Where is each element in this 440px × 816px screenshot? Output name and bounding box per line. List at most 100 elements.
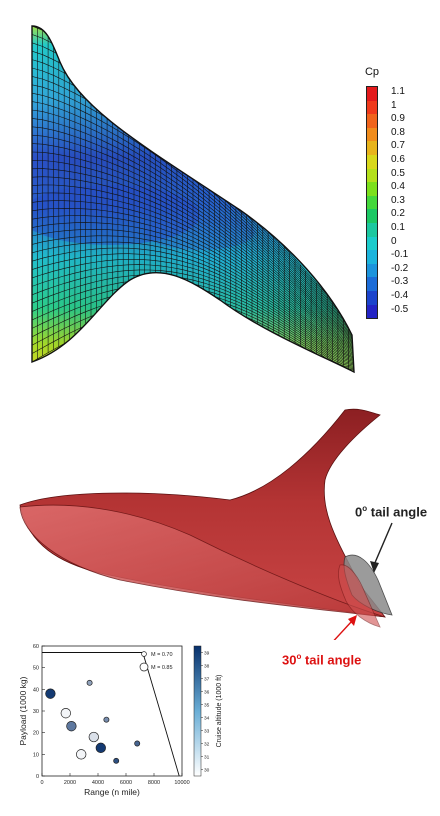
x-tick-label: 6000 <box>120 780 132 786</box>
tail-30-label: 30o tail angle <box>282 652 361 667</box>
cp-colorbar-label: 0.8 <box>391 126 405 138</box>
cp-colorbar-label: 0.4 <box>391 181 405 193</box>
cp-colorbar-swatch <box>367 168 377 183</box>
mesh-line-horizontal <box>32 151 354 344</box>
cp-colorbar-swatch <box>367 290 377 305</box>
tail-0-text: tail angle <box>367 504 428 520</box>
cp-colorbar-label: -0.4 <box>391 290 409 301</box>
mesh-line-horizontal <box>32 241 354 358</box>
scatter-point <box>134 740 141 747</box>
scatter-point <box>103 716 110 723</box>
y-tick-label: 0 <box>36 774 39 780</box>
legend-label: M = 0.70 <box>151 652 173 658</box>
tail-30-value: 30 <box>282 652 297 668</box>
x-tick-label: 8000 <box>148 780 160 786</box>
cp-colorbar-swatch <box>367 304 377 319</box>
mesh-line-horizontal <box>32 168 354 346</box>
scatter-point <box>76 749 87 760</box>
colorbar-tick-label: 30 <box>204 767 210 773</box>
tail-0-arrow <box>370 522 393 573</box>
colorbar-tick-label: 31 <box>204 754 210 760</box>
cp-colorbar-label: 0.1 <box>391 222 405 233</box>
x-axis-label: Range (n mile) <box>84 787 140 797</box>
legend-label: M = 0.85 <box>151 665 173 671</box>
legend-marker <box>141 651 147 657</box>
cp-colorbar-label: 0.2 <box>391 208 405 220</box>
scatter-point <box>95 742 106 753</box>
mesh-line-horizontal <box>32 228 354 356</box>
mesh-line-horizontal <box>32 101 354 337</box>
cp-colorbar-label: -0.1 <box>391 249 409 261</box>
y-tick-label: 60 <box>33 644 39 650</box>
y-tick-label: 50 <box>33 666 39 672</box>
mesh-line-horizontal <box>32 192 354 350</box>
mesh-line-horizontal <box>32 126 354 341</box>
mesh-line-horizontal <box>32 269 354 364</box>
cp-colorbar-swatch <box>367 209 377 223</box>
cp-colorbar-swatch <box>367 100 377 115</box>
mesh-line-horizontal <box>32 247 354 359</box>
y-axis-label: Payload (1000 kg) <box>18 676 28 745</box>
tail-0-label: 0o tail angle <box>355 504 427 519</box>
scatter-point <box>88 731 99 743</box>
payload-range-chart: 0 2000 4000 6000 8000 10000 0 10 20 30 40 50 60 Range… <box>18 644 223 797</box>
mesh-line-horizontal <box>32 274 354 365</box>
mesh-line-horizontal <box>32 109 354 338</box>
colorbar-tick-label: 35 <box>204 702 210 708</box>
cp-colorbar-swatch <box>367 236 377 251</box>
y-tick-label: 40 <box>33 687 39 693</box>
colorbar-tick-label: 33 <box>204 728 210 734</box>
mesh-line-horizontal <box>32 215 354 353</box>
cp-colorbar-swatch <box>367 250 377 264</box>
scatter-point <box>86 679 93 686</box>
cp-colorbar-label: -0.5 <box>391 303 409 315</box>
mesh-line-horizontal <box>32 200 354 351</box>
scatter-point <box>60 708 71 719</box>
mesh-line-horizontal <box>32 143 354 343</box>
fuselage-tail-panel: 0o tail angle <box>0 395 440 648</box>
altitude-colorbar <box>193 645 202 777</box>
tail-0-degree-sign: o <box>362 504 368 513</box>
mesh-line-horizontal <box>32 207 354 352</box>
legend-marker <box>139 662 149 672</box>
colorbar-tick-label: 34 <box>204 715 210 721</box>
cp-colorbar-label: 0.7 <box>391 140 405 152</box>
cp-colorbar-label: 0.6 <box>391 154 405 165</box>
cp-colorbar-swatch <box>367 87 377 101</box>
cp-colorbar-title: Cp <box>364 66 380 78</box>
mesh-line-horizontal <box>32 176 354 347</box>
colorbar-tick-label: 38 <box>204 663 210 669</box>
payload-range-boundary <box>42 652 180 777</box>
cp-mesh-panel: Cp 1.1 1 0.9 0.8 0.7 0.6 0.5 0.4 0.3 0.2 0.1 0 -0.1-… <box>0 0 440 395</box>
cp-colorbar-swatch <box>367 114 377 128</box>
cp-colorbar: Cp 1.1 1 0.9 0.8 0.7 0.6 0.5 0.4 0.3 0.2 0.1 0 -0.1-… <box>352 66 412 326</box>
mesh-line-horizontal <box>32 118 354 339</box>
cp-colorbar-label: 1.1 <box>391 86 405 97</box>
cp-colorbar-swatch <box>367 222 377 237</box>
fuselage-tail-figure <box>19 408 393 648</box>
cp-colorbar-swatch <box>367 127 377 142</box>
cp-colorbar-label: 0.9 <box>391 113 405 125</box>
colorbar-tick-label: 39 <box>204 650 210 656</box>
colorbar-tick-label: 32 <box>204 741 210 747</box>
colorbar-tick-label: 37 <box>204 676 210 682</box>
cp-colorbar-label: 0.3 <box>391 194 405 206</box>
y-tick-label: 20 <box>33 731 39 737</box>
mesh-line-horizontal <box>32 134 354 342</box>
tail-30-degree-sign: o <box>296 652 302 661</box>
colorbar-label: Cruise altitude (1000 ft) <box>216 675 223 748</box>
tail-0-value: 0 <box>355 504 363 520</box>
scatter-point <box>45 688 56 699</box>
cp-colorbar-label: -0.2 <box>391 262 409 274</box>
x-tick-label: 0 <box>40 780 43 786</box>
mesh-line-horizontal <box>32 264 354 362</box>
scatter-point <box>66 721 77 732</box>
cp-colorbar-swatch <box>367 154 377 169</box>
cp-mesh-figure <box>31 25 355 373</box>
mesh-line-horizontal <box>32 184 354 349</box>
mesh-line-horizontal <box>32 92 354 336</box>
mesh-line-horizontal <box>32 160 354 345</box>
y-tick-label: 30 <box>33 709 39 715</box>
cp-colorbar-swatch <box>367 182 377 196</box>
cp-colorbar-swatch <box>367 195 377 210</box>
